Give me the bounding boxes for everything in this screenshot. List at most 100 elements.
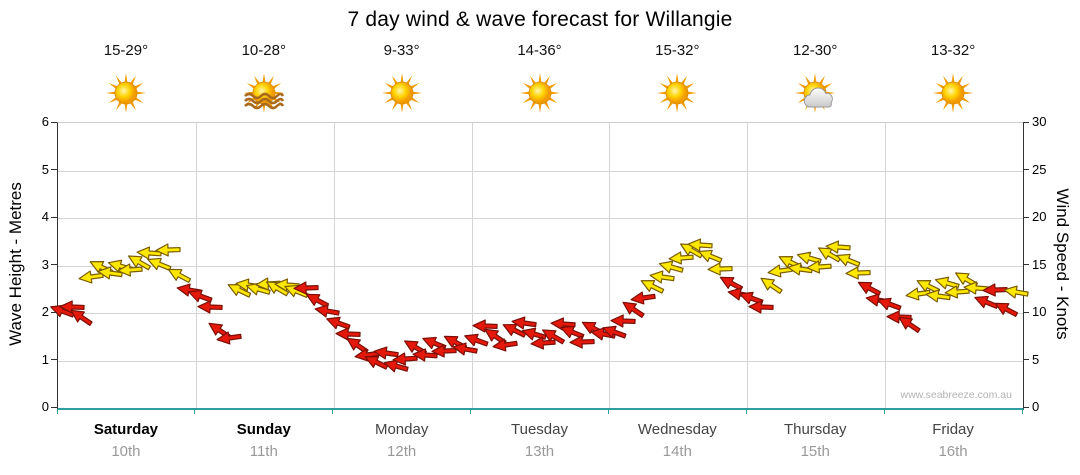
right-axis-tick-label: 30 [1032, 114, 1047, 129]
wind-arrow [530, 335, 557, 352]
wind-arrow [982, 282, 1009, 298]
day-name: Monday [374, 421, 429, 438]
gridline-vertical [885, 123, 887, 408]
wind-arrow [224, 278, 254, 303]
wind-arrow [637, 274, 667, 299]
wind-arrow [886, 309, 913, 325]
wind-arrow [737, 286, 767, 309]
day-name: Sunday [236, 421, 291, 438]
day-date: 10th [111, 443, 141, 460]
right-axis-tick-label: 10 [1032, 304, 1047, 319]
day-temp: 14-36° [517, 42, 562, 59]
right-axis-tick [1023, 216, 1029, 218]
left-axis-tick [51, 311, 57, 313]
wind-arrow [706, 261, 733, 277]
gridline-horizontal [58, 313, 1023, 314]
gridline-horizontal [58, 265, 1023, 267]
wind-arrow [381, 355, 410, 377]
day-name: Thursday [783, 421, 847, 438]
day-date: 11th [249, 443, 278, 460]
day-date: 13th [524, 443, 555, 460]
wind-arrow [648, 268, 676, 286]
left-axis-tick-label: 1 [41, 351, 49, 367]
right-axis-tick-label: 25 [1032, 161, 1047, 177]
left-axis-tick-label: 5 [41, 161, 49, 177]
wind-arrow [519, 323, 548, 345]
gridline-vertical [609, 123, 611, 408]
wind-arrow [451, 339, 479, 358]
wind-arrow [695, 244, 725, 268]
wind-arrow [1002, 282, 1030, 301]
wind-arrow [844, 265, 871, 281]
sun-icon [379, 70, 425, 116]
wind-arrow [510, 313, 538, 331]
sun-icon [517, 70, 563, 116]
wind-arrow [302, 287, 332, 312]
wind-arrow [933, 272, 962, 294]
wind-arrow [164, 262, 194, 287]
gridline-vertical [195, 123, 197, 408]
wind-arrow [185, 284, 215, 307]
gridline-vertical [471, 123, 473, 408]
day-temp: 10-28° [241, 42, 286, 59]
wind-arrow [293, 280, 320, 296]
right-axis-tick-label: 15 [1032, 256, 1047, 272]
wind-arrow [538, 323, 568, 349]
wind-arrow [334, 326, 361, 342]
left-axis-tick-label: 3 [41, 256, 49, 272]
wind-arrow [991, 296, 1021, 321]
right-axis-tick-label: 0 [1032, 399, 1040, 414]
sun-cloud-icon [792, 70, 838, 116]
day-name: Friday [932, 421, 974, 438]
day-temp: 15-29° [103, 42, 149, 59]
right-axis-tick-label: 5 [1032, 351, 1040, 367]
wind-arrow [963, 280, 990, 297]
day-temp: 13-32° [930, 42, 976, 59]
right-axis-tick [1023, 406, 1029, 408]
left-axis-tick [51, 264, 57, 265]
wind-arrow [66, 303, 96, 330]
wind-arrow [894, 311, 924, 338]
wind-arrow [748, 299, 775, 315]
wind-arrow [323, 311, 353, 334]
left-axis-tick-label: 4 [41, 209, 49, 224]
day-date: 14th [662, 443, 692, 460]
left-axis-tick [51, 169, 57, 170]
wind-arrow [116, 262, 143, 279]
wind-arrow [411, 346, 438, 363]
wind-arrow [610, 313, 637, 329]
wind-arrow [124, 249, 154, 275]
wind-arrow [657, 257, 686, 279]
wind-arrow [629, 289, 657, 307]
right-axis-tick-label: 20 [1032, 209, 1047, 224]
chart-title: 7 day wind & wave forecast for Willangie [347, 8, 733, 31]
right-axis-tick [1023, 359, 1029, 360]
day-date: 12th [387, 443, 417, 460]
gridline-vertical [333, 123, 335, 408]
day-name: Tuesday [511, 421, 568, 438]
wind-arrow [854, 276, 884, 301]
wind-arrow [491, 336, 519, 354]
day-temp: 15-32° [655, 42, 700, 59]
wind-arrow [805, 259, 832, 276]
wind-arrow [756, 271, 786, 298]
wind-arrow [874, 292, 904, 315]
wind-arrow [569, 334, 596, 350]
wind-arrow [825, 238, 852, 255]
wind-arrow [687, 236, 714, 253]
bottom-axis-tick [56, 409, 58, 414]
bottom-axis-tick [332, 409, 334, 414]
wind-arrow [599, 321, 629, 344]
sun-icon [654, 70, 700, 116]
wind-arrow [833, 248, 863, 272]
day-name: Wednesday [637, 421, 717, 438]
gridline-horizontal [58, 360, 1023, 362]
day-date: 15th [800, 443, 830, 460]
right-axis-tick [1023, 264, 1029, 265]
wind-arrow [557, 320, 587, 344]
left-axis-tick-label: 2 [41, 304, 49, 319]
day-name: Saturday [93, 421, 159, 438]
bottom-axis-tick [883, 409, 885, 414]
right-axis-tick [1023, 311, 1029, 313]
